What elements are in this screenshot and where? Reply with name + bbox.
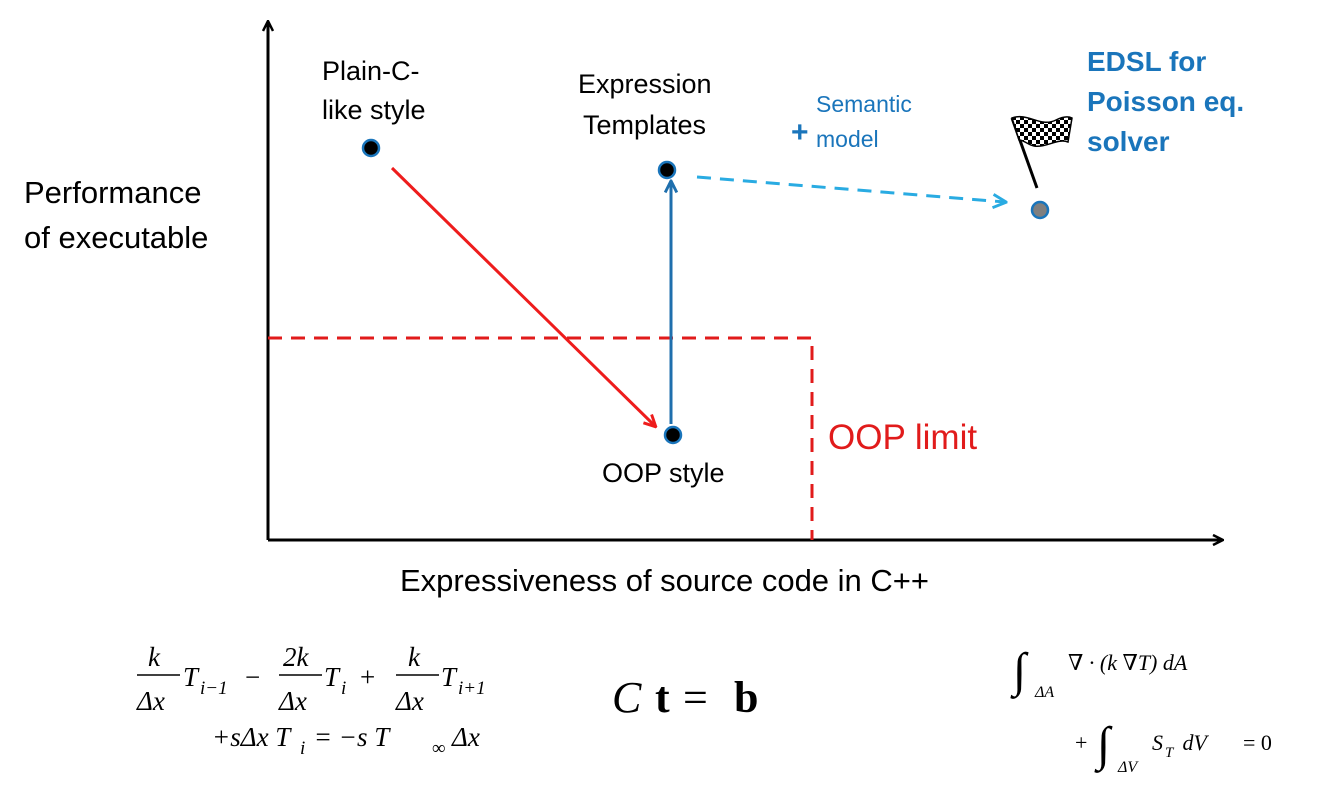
frac3-den: Δx (395, 686, 424, 716)
x-axis-label: Expressiveness of source code in C++ (400, 563, 929, 598)
edsl-label-line3: solver (1087, 126, 1170, 157)
T3-sub: i+1 (458, 678, 486, 699)
node-plain-c (361, 138, 381, 158)
int2-eq-zero: = 0 (1243, 730, 1272, 755)
integral-equation: ∫ ΔA ∇ · (k ∇T) dA + ∫ ΔV S T dV = 0 (1010, 644, 1272, 776)
matrix-C: C (612, 673, 642, 722)
y-axis-label-line2: of executable (24, 220, 208, 255)
node-edsl (1030, 200, 1050, 220)
int1-sub: ΔA (1034, 684, 1054, 701)
node-expression-templates (657, 160, 677, 180)
line2-start: +sΔx T (212, 722, 292, 752)
expression-templates-label-line2: Templates (583, 110, 706, 140)
matrix-eq: = (683, 673, 708, 722)
T1: T (183, 662, 200, 692)
frac2-den: Δx (278, 686, 307, 716)
int1-body: ∇ · (k ∇T) dA (1068, 650, 1188, 675)
oop-limit-label: OOP limit (828, 418, 977, 457)
matrix-t: t (655, 673, 670, 722)
T2-sub: i (341, 678, 346, 699)
T1-sub: i−1 (200, 678, 228, 699)
line2-rest: = −s T (307, 722, 391, 752)
line2-inf: ∞ (432, 738, 446, 759)
discrete-equation: k Δx T i−1 − 2k Δx T i + k Δx T i+1 +sΔx… (136, 642, 486, 759)
int2-sub: ΔV (1117, 759, 1139, 776)
plain-c-label-line1: Plain-C- (322, 56, 420, 86)
oop-style-label: OOP style (602, 458, 725, 488)
line2-sub: i (300, 738, 305, 759)
int2-plus: + (1075, 730, 1087, 755)
y-axis-label-line1: Performance (24, 175, 201, 210)
int2-sign: ∫ (1094, 718, 1113, 773)
semantic-label-line1: Semantic (816, 91, 912, 117)
red-arrow-plainc-to-oop (390, 166, 655, 426)
int1-sign: ∫ (1010, 644, 1029, 699)
edsl-label-line1: EDSL for (1087, 46, 1206, 77)
frac1-num: k (148, 642, 161, 672)
edsl-label-line2: Poisson eq. (1087, 86, 1244, 117)
semantic-label-line2: model (816, 126, 879, 152)
finish-flag-icon (1010, 115, 1073, 189)
int2-rest: dV (1177, 730, 1210, 755)
expression-templates-label-line1: Expression (578, 69, 712, 99)
T3: T (441, 662, 458, 692)
int2-S-sub: T (1165, 745, 1175, 761)
matrix-equation: C t = b (612, 673, 758, 722)
semantic-plus: + (791, 116, 809, 149)
plain-c-label-line2: like style (322, 95, 426, 125)
line2-end: Δx (451, 722, 480, 752)
frac3-num: k (408, 642, 421, 672)
frac2-num: 2k (283, 642, 310, 672)
node-oop-style (663, 425, 683, 445)
T2: T (324, 662, 341, 692)
frac1-den: Δx (136, 686, 165, 716)
int2-S: S (1152, 730, 1163, 755)
dashed-arrow-et-to-edsl (696, 175, 1005, 202)
oop-limit-boundary (268, 336, 814, 540)
plus-op: + (360, 662, 375, 692)
matrix-b: b (734, 673, 758, 722)
minus-op: − (245, 662, 260, 692)
